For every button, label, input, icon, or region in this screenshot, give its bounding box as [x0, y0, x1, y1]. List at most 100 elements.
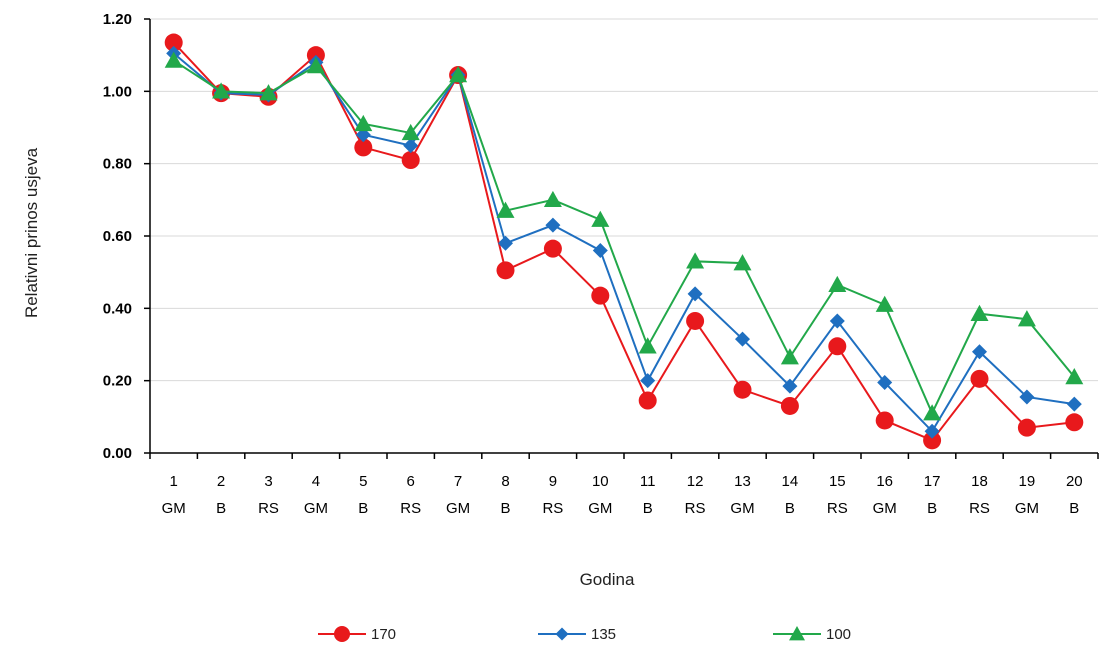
data-point — [164, 51, 183, 68]
series-100 — [164, 51, 1084, 421]
x-tick-label-year: 5 — [359, 473, 367, 490]
x-tick-label-year: 19 — [1019, 473, 1036, 490]
x-tick-label-crop: B — [643, 500, 653, 517]
legend-label: 100 — [826, 626, 851, 643]
x-tick-label-year: 18 — [971, 473, 988, 490]
x-axis-title: Godina — [580, 570, 635, 589]
data-point — [686, 252, 705, 269]
series-line — [173, 59, 1076, 416]
data-point — [733, 254, 752, 271]
x-tick-label-crop: B — [216, 500, 226, 517]
gridlines — [150, 18, 1098, 382]
data-point — [638, 337, 657, 354]
data-point — [354, 114, 373, 132]
x-tick-label-year: 4 — [312, 473, 320, 490]
labels: Relativni prinos usjeva Godina — [22, 147, 635, 589]
x-tick-label-crop: B — [500, 500, 510, 517]
data-point — [828, 337, 847, 356]
x-tick-label-year: 10 — [592, 473, 609, 490]
data-point — [875, 295, 894, 312]
x-tick-label-year: 13 — [734, 473, 751, 490]
data-point — [498, 235, 513, 251]
x-tick-label-crop: GM — [730, 500, 754, 517]
data-point — [449, 66, 468, 83]
y-tick-label: 0.20 — [103, 373, 132, 390]
data-point — [780, 348, 799, 365]
data-point — [640, 373, 656, 389]
data-point — [923, 431, 942, 450]
x-tick-label-year: 3 — [264, 473, 272, 490]
data-point — [1066, 396, 1082, 412]
data-point — [1017, 310, 1036, 327]
series-135 — [166, 45, 1082, 439]
data-point — [829, 313, 845, 329]
x-tick-label-crop: RS — [400, 500, 421, 517]
data-point — [1065, 413, 1084, 432]
data-point — [591, 210, 610, 227]
y-tick-label: 0.80 — [103, 156, 132, 173]
x-tick-label-year: 12 — [687, 473, 704, 490]
data-point — [545, 217, 561, 233]
x-tick-label-year: 8 — [501, 473, 509, 490]
data-point — [164, 33, 183, 52]
x-tick-label-year: 17 — [924, 473, 941, 490]
data-point — [970, 369, 989, 388]
y-tick-label: 0.00 — [103, 445, 132, 462]
data-point — [780, 396, 799, 415]
x-tick-label-crop: GM — [1015, 500, 1039, 517]
data-point — [972, 344, 987, 360]
x-tick-label-crop: B — [785, 500, 795, 517]
data-point — [496, 261, 515, 280]
y-tick-label: 1.20 — [103, 11, 132, 28]
x-tick-label-crop: RS — [827, 500, 848, 517]
x-tick-label-crop: B — [358, 500, 368, 517]
x-tick-label-crop: GM — [873, 500, 897, 517]
data-point — [259, 84, 278, 101]
data-point — [687, 286, 703, 302]
data-point — [543, 239, 562, 258]
x-tick-label-crop: GM — [588, 500, 612, 517]
data-point — [686, 311, 705, 330]
x-tick-label-year: 16 — [876, 473, 893, 490]
legend-label: 170 — [371, 626, 396, 643]
x-tick-label-crop: GM — [162, 500, 186, 517]
data-point — [496, 201, 515, 218]
y-axis-title: Relativni prinos usjeva — [22, 147, 41, 318]
data-point — [401, 151, 420, 170]
x-tick-label-year: 15 — [829, 473, 846, 490]
x-tick-label-year: 7 — [454, 473, 462, 490]
data-point — [970, 304, 989, 321]
x-tick-label-year: 14 — [782, 473, 799, 490]
x-tick-label-year: 20 — [1066, 473, 1083, 490]
legend-label: 135 — [591, 626, 616, 643]
x-tick-label-crop: RS — [542, 500, 563, 517]
data-point — [354, 138, 373, 157]
x-tick-label-year: 2 — [217, 473, 225, 490]
data-point — [555, 627, 569, 641]
y-tick-label: 1.00 — [103, 83, 132, 100]
legend-item-135: 135 — [538, 626, 616, 643]
data-point — [735, 331, 750, 347]
series-line — [173, 52, 1075, 433]
y-tick-label: 0.40 — [103, 300, 132, 317]
x-tick-label-crop: B — [1069, 500, 1079, 517]
x-tick-label-crop: RS — [969, 500, 990, 517]
data-point — [924, 423, 940, 439]
x-tick-label-year: 11 — [640, 473, 656, 490]
data-point — [1017, 418, 1036, 437]
data-point — [782, 378, 798, 394]
data-point — [877, 374, 893, 390]
data-point — [592, 242, 608, 258]
data-point — [591, 286, 610, 305]
data-point — [1019, 389, 1035, 405]
data-point — [401, 123, 420, 141]
data-point — [1065, 368, 1084, 385]
x-tick-label-year: 6 — [407, 473, 415, 490]
y-tick-label: 0.60 — [103, 228, 132, 245]
data-point — [733, 380, 752, 399]
data-point — [334, 626, 350, 642]
data-point — [306, 57, 325, 74]
x-tick-label-crop: RS — [258, 500, 279, 517]
